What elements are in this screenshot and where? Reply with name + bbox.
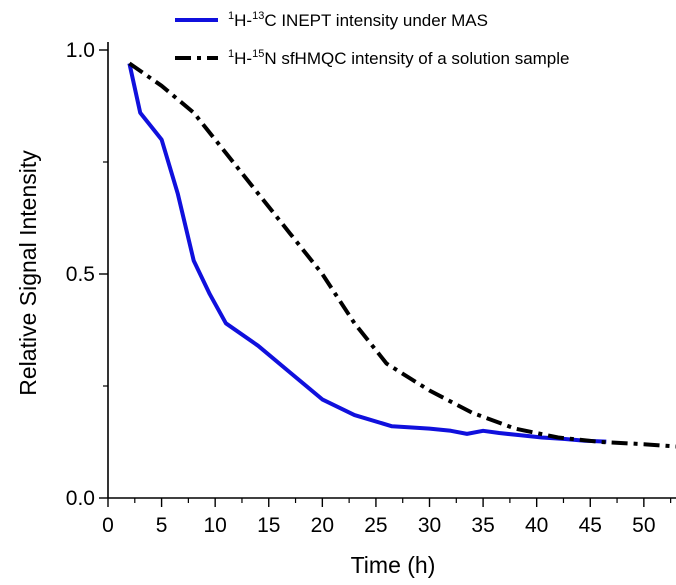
series-line-inept	[127, 62, 607, 444]
x-tick-label: 50	[632, 514, 655, 537]
x-tick-label: 10	[203, 514, 226, 537]
legend: 1H-13C INEPT intensity under MAS 1H-15N …	[175, 10, 570, 68]
x-tick-label: 40	[525, 514, 548, 537]
legend-label-inept: 1H-13C INEPT intensity under MAS	[228, 10, 488, 30]
y-tick-label: 0.5	[66, 263, 95, 286]
x-tick-label: 5	[156, 514, 168, 537]
series-layer	[127, 61, 676, 449]
legend-label-sfhmqc: 1H-15N sfHMQC intensity of a solution sa…	[228, 48, 570, 68]
x-tick-label: 25	[364, 514, 387, 537]
x-tick-label: 0	[102, 514, 114, 537]
x-tick-label: 45	[579, 514, 602, 537]
axes: 0 5 10 15 20 25 30 35 40 45 50 0.0 0.5 1.0	[66, 39, 676, 537]
x-axis-label: Time (h)	[351, 552, 436, 578]
y-axis-label: Relative Signal Intensity	[15, 150, 41, 396]
x-tick-label: 20	[311, 514, 334, 537]
y-tick-label: 0.0	[66, 487, 95, 510]
x-tick-label: 35	[471, 514, 494, 537]
y-tick-label: 1.0	[66, 39, 95, 62]
series-line-sfhmqc	[128, 61, 676, 449]
x-tick-label: 30	[418, 514, 441, 537]
x-tick-label: 15	[257, 514, 280, 537]
